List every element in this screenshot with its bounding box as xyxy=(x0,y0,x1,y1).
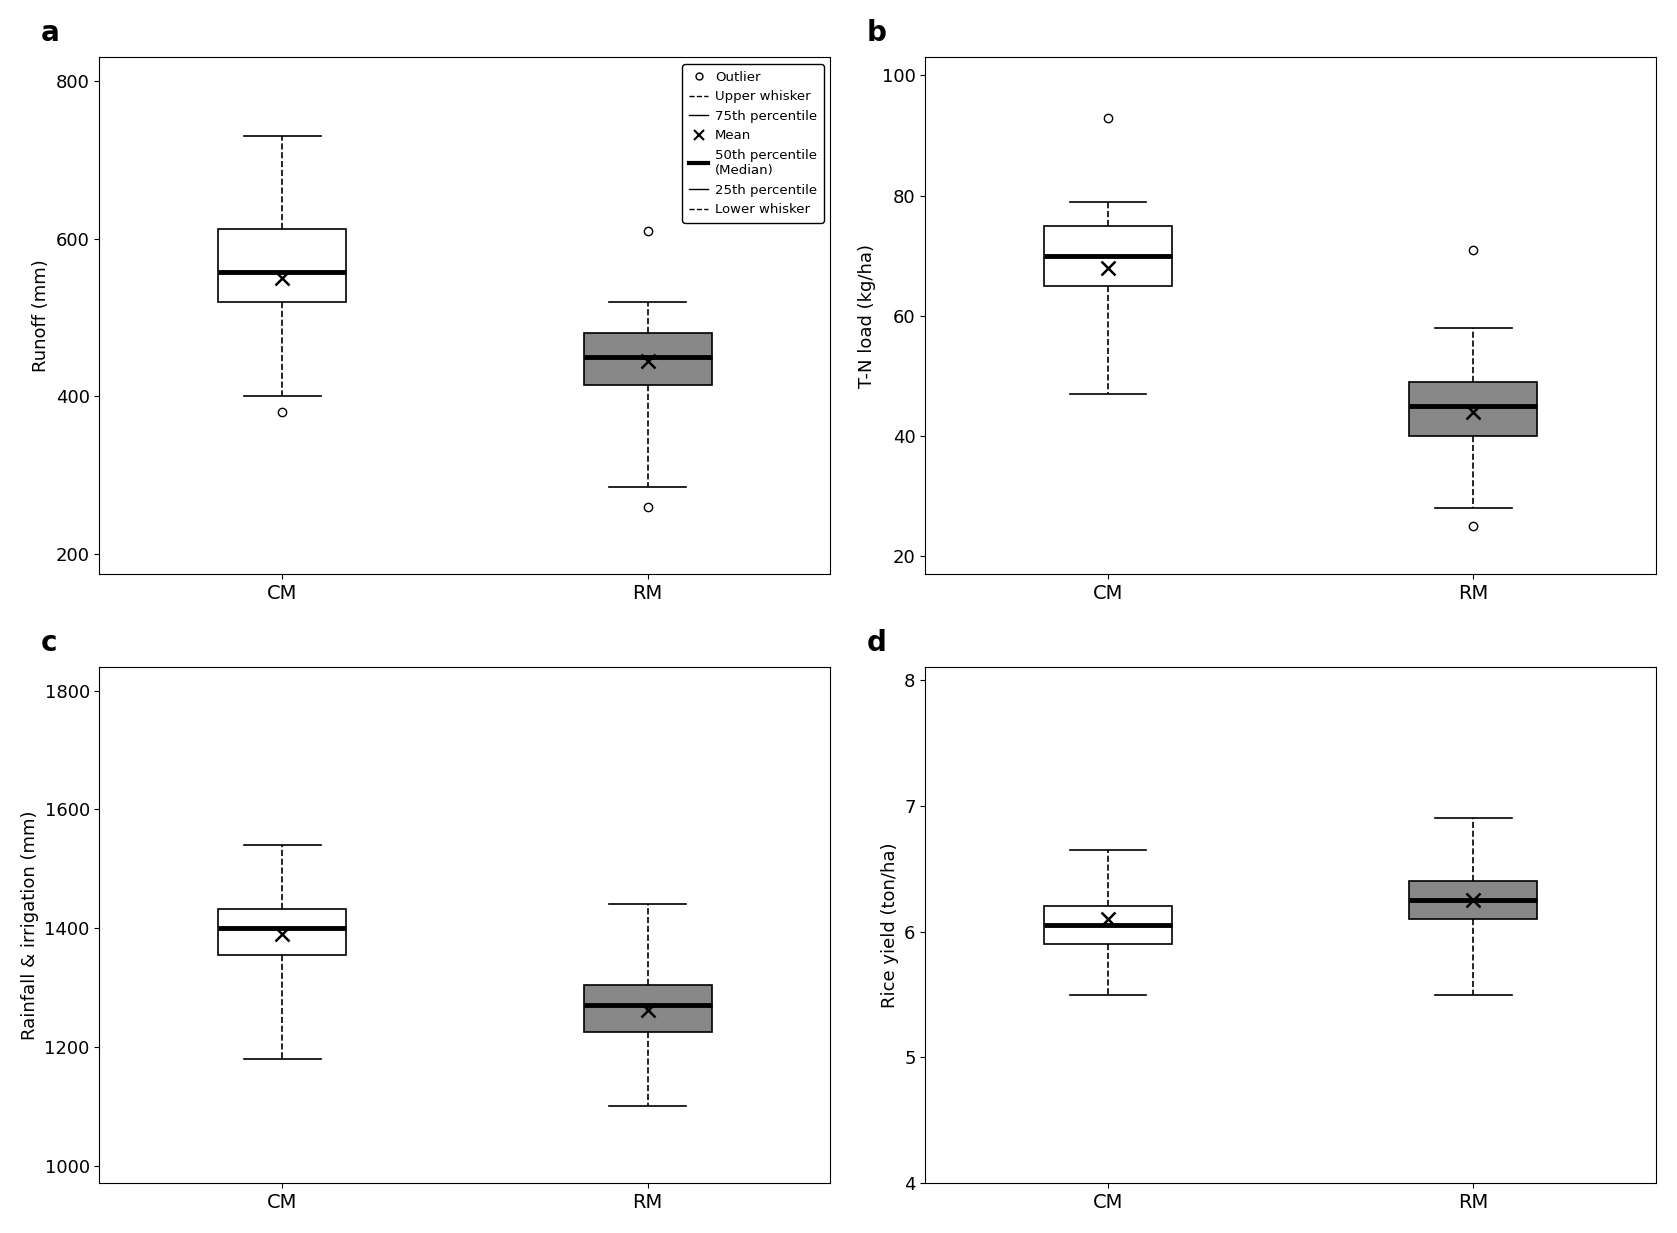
FancyBboxPatch shape xyxy=(584,333,711,385)
FancyBboxPatch shape xyxy=(218,909,345,954)
Legend: Outlier, Upper whisker, 75th percentile, Mean, 50th percentile
(Median), 25th pe: Outlier, Upper whisker, 75th percentile,… xyxy=(683,64,823,223)
FancyBboxPatch shape xyxy=(1409,882,1538,919)
Y-axis label: Rainfall & irrigation (mm): Rainfall & irrigation (mm) xyxy=(20,810,39,1039)
FancyBboxPatch shape xyxy=(1045,906,1172,944)
Y-axis label: T-N load (kg/ha): T-N load (kg/ha) xyxy=(859,244,875,387)
Text: c: c xyxy=(40,629,57,657)
Y-axis label: Runoff (mm): Runoff (mm) xyxy=(32,259,50,372)
Y-axis label: Rice yield (ton/ha): Rice yield (ton/ha) xyxy=(880,842,899,1009)
FancyBboxPatch shape xyxy=(218,229,345,302)
FancyBboxPatch shape xyxy=(1409,382,1538,435)
Text: d: d xyxy=(867,629,887,657)
FancyBboxPatch shape xyxy=(584,985,711,1032)
Text: a: a xyxy=(40,20,60,47)
Text: b: b xyxy=(867,20,887,47)
FancyBboxPatch shape xyxy=(1045,226,1172,286)
